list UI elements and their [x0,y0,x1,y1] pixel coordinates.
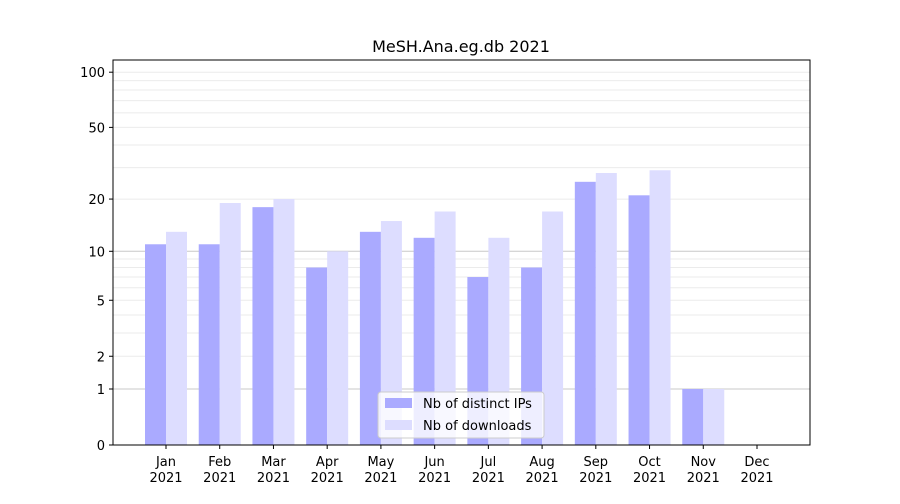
x-tick-label: 2021 [257,471,290,486]
bar-ips [306,267,328,445]
bar-ips [682,389,704,445]
chart-title: MeSH.Ana.eg.db 2021 [372,37,550,56]
plot-frame [112,59,811,446]
x-tick-label: 2021 [149,471,182,486]
bars [145,170,725,446]
bar-downloads [703,389,725,445]
y-axis: 0 1 2 5 10 20 50 100 [80,66,113,454]
bar-downloads [380,221,402,445]
bar-downloads [434,211,456,445]
legend-box [377,391,545,439]
bar-ips [145,244,166,445]
x-tick-label: 2021 [311,471,344,486]
x-tick-label: Jul [480,455,497,470]
legend-swatch-downloads [385,420,412,430]
x-tick-label: Apr [316,455,339,470]
x-tick-label: Mar [261,455,286,470]
bar-ips [574,181,596,446]
y-tick-label: 10 [88,245,105,260]
bar-ips [359,231,381,445]
x-tick-label: Jan [155,455,176,470]
bar-downloads [542,211,564,445]
x-tick-label: May [367,455,394,470]
x-tick-label: Sep [584,455,609,470]
x-tick-label: Aug [529,455,554,470]
y-tick-label: 1 [97,383,105,398]
bar-downloads [219,203,241,445]
bar-ips [252,207,274,445]
bar-downloads [273,199,295,445]
x-axis: Jan2021Feb2021Mar2021Apr2021May2021Jun20… [149,445,774,486]
x-tick-label: 2021 [418,471,451,486]
y-tick-label: 50 [88,121,105,136]
bar-downloads [166,231,187,445]
x-tick-label: 2021 [526,471,559,486]
x-tick-label: Oct [638,455,660,470]
legend: Nb of distinct IPs Nb of downloads [377,391,545,439]
y-tick-label: 0 [97,439,105,454]
x-tick-label: 2021 [203,471,236,486]
x-tick-label: Dec [744,455,769,470]
x-tick-label: Jun [423,455,444,470]
bar-downloads [327,251,349,445]
bar-downloads [595,172,617,446]
x-tick-label: 2021 [740,471,773,486]
y-tick-label: 5 [97,294,105,309]
y-tick-label: 100 [80,66,105,81]
x-tick-label: 2021 [633,471,666,486]
x-tick-label: 2021 [579,471,612,486]
bar-ips [198,244,220,445]
legend-label-ips: Nb of distinct IPs [423,397,532,412]
x-tick-label: 2021 [687,471,720,486]
x-tick-label: Nov [691,455,717,470]
y-tick-label: 2 [97,350,105,365]
legend-label-downloads: Nb of downloads [423,419,532,434]
legend-swatch-ips [385,398,412,408]
bar-ips [628,195,650,445]
bar-downloads [649,170,671,446]
x-tick-label: 2021 [472,471,505,486]
y-tick-label: 20 [88,193,105,208]
x-tick-label: 2021 [364,471,397,486]
x-tick-label: Feb [208,455,231,470]
